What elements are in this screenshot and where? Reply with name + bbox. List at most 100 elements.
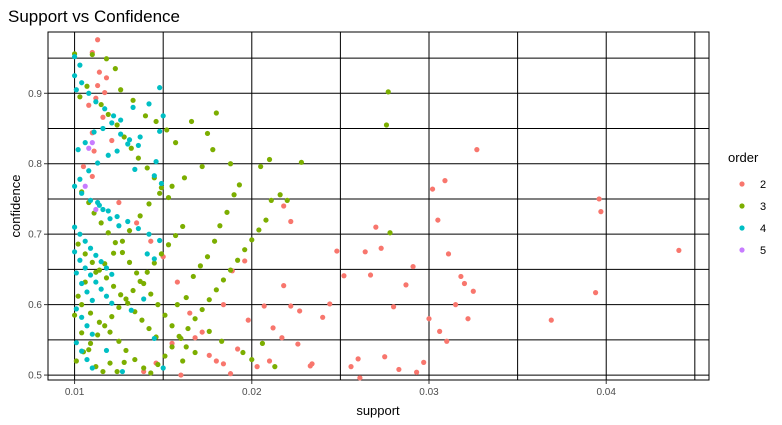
point-order-4 [126, 137, 133, 143]
point-order-3 [213, 110, 219, 116]
point-order-4 [79, 348, 85, 354]
point-order-4 [160, 113, 166, 119]
point-order-4 [153, 159, 159, 165]
point-order-3 [118, 292, 124, 298]
point-order-2 [279, 335, 285, 341]
point-order-3 [192, 349, 198, 356]
point-order-2 [178, 372, 184, 378]
point-order-4 [146, 231, 152, 237]
point-order-3 [183, 294, 189, 301]
point-order-2 [102, 89, 108, 96]
point-order-3 [210, 147, 216, 153]
point-order-4 [118, 117, 124, 123]
point-order-2 [327, 301, 333, 307]
point-order-3 [162, 312, 168, 318]
point-order-3 [135, 155, 141, 161]
point-order-2 [103, 75, 110, 81]
data-points [71, 37, 682, 381]
point-order-3 [158, 251, 165, 257]
point-order-2 [245, 317, 251, 323]
point-order-3 [204, 130, 211, 137]
point-order-3 [185, 325, 191, 332]
point-order-4 [98, 286, 104, 292]
point-order-2 [281, 203, 287, 209]
point-order-4 [73, 87, 79, 93]
point-order-4 [157, 128, 163, 134]
point-order-4 [141, 296, 147, 302]
point-order-4 [93, 252, 99, 258]
point-order-2 [288, 218, 294, 225]
point-order-4 [77, 176, 83, 182]
point-order-2 [461, 280, 468, 287]
point-order-2 [95, 82, 101, 89]
point-order-3 [103, 275, 110, 281]
point-order-4 [114, 148, 120, 154]
point-order-2 [421, 359, 427, 365]
point-order-4 [73, 270, 79, 276]
point-order-3 [169, 323, 175, 329]
point-order-4 [75, 147, 81, 153]
point-order-3 [107, 329, 113, 335]
point-order-2 [426, 316, 432, 322]
point-order-2 [362, 249, 368, 255]
point-order-3 [172, 139, 179, 146]
point-order-2 [80, 163, 87, 170]
point-order-4 [87, 245, 94, 251]
point-order-2 [442, 178, 448, 184]
point-order-3 [132, 356, 138, 363]
point-order-4 [84, 356, 90, 363]
point-order-3 [146, 325, 152, 332]
point-order-2 [435, 217, 441, 223]
point-order-3 [169, 183, 175, 189]
point-order-3 [199, 306, 205, 313]
point-order-3 [139, 317, 145, 323]
point-order-4 [71, 54, 78, 60]
point-order-2 [254, 364, 260, 370]
point-order-4 [157, 237, 163, 244]
point-order-3 [118, 87, 124, 93]
point-order-3 [116, 304, 122, 311]
point-order-3 [119, 238, 126, 244]
point-order-3 [272, 364, 278, 370]
point-order-5 [89, 139, 95, 146]
point-order-3 [130, 287, 136, 294]
point-order-3 [256, 227, 262, 233]
point-order-3 [123, 347, 129, 354]
point-order-4 [125, 218, 131, 225]
point-order-3 [79, 302, 85, 308]
point-order-2 [213, 358, 219, 364]
point-order-3 [298, 159, 305, 165]
point-order-3 [98, 220, 104, 226]
point-order-4 [135, 225, 141, 232]
point-order-2 [109, 137, 115, 144]
point-order-5 [82, 183, 88, 189]
point-order-4 [77, 257, 83, 263]
x-tick-label: 0.02 [242, 387, 262, 398]
point-order-3 [112, 66, 118, 72]
point-order-3 [87, 310, 94, 316]
point-order-4 [132, 166, 138, 172]
x-axis-label: support [356, 403, 400, 418]
point-order-3 [144, 269, 150, 275]
point-order-4 [84, 289, 90, 295]
point-order-2 [95, 37, 101, 43]
point-order-2 [199, 329, 205, 335]
point-order-3 [227, 161, 234, 167]
point-order-4 [79, 80, 85, 86]
legend-label-5: 5 [760, 245, 766, 257]
point-order-3 [220, 277, 227, 283]
point-order-2 [220, 361, 227, 367]
point-order-4 [79, 190, 85, 196]
point-order-3 [169, 344, 175, 350]
point-order-4 [95, 160, 101, 166]
point-order-2 [100, 114, 106, 120]
point-order-2 [410, 263, 416, 270]
point-order-3 [174, 302, 180, 308]
x-tick-label: 0.03 [419, 387, 439, 398]
point-order-2 [242, 258, 248, 264]
point-order-3 [121, 359, 127, 365]
point-order-3 [82, 251, 88, 257]
point-order-2 [320, 314, 326, 320]
point-order-2 [341, 273, 347, 279]
point-order-3 [227, 267, 234, 273]
